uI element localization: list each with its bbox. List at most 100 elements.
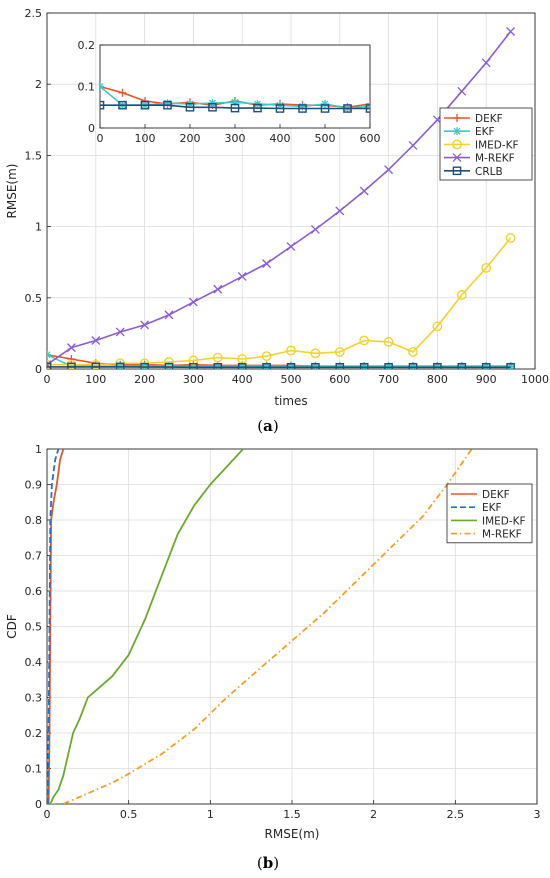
chart-a-inset-point-ekf	[163, 99, 172, 108]
chart-a-inset-tick-label-y: 0	[88, 122, 95, 135]
chart-a-point-crlb	[408, 362, 418, 369]
chart-a-legend-label: DEKF	[475, 113, 503, 125]
chart-a-point-imed-kf	[432, 321, 443, 332]
chart-a-point-imed-kf	[286, 345, 296, 356]
chart-a-point-m-rekf	[91, 336, 101, 345]
chart-a-y-axis-title: RMSE(m)	[5, 164, 19, 219]
chart-a-inset-point-dekf	[118, 88, 127, 97]
chart-a-point-crlb	[91, 362, 101, 369]
chart-a-legend-marker	[452, 139, 462, 150]
chart-a-point-crlb	[213, 362, 223, 369]
chart-b-line-dekf	[47, 449, 65, 804]
chart-b-tick-label-y: 0.2	[25, 727, 43, 740]
chart-a-inset: 0 100 200 300 400 500 600 0 0.1 0.2	[78, 39, 381, 145]
chart-a-point-imed-kf	[212, 352, 223, 363]
chart-a-point-m-rekf	[359, 186, 369, 196]
chart-a-point-crlb	[262, 362, 271, 369]
chart-a-tick-label-x: 1000	[521, 373, 549, 386]
chart-a-point-crlb	[164, 362, 174, 369]
chart-a-point-m-rekf	[408, 140, 418, 150]
chart-b-line-m-rekf	[50, 449, 473, 804]
chart-a-rmse-vs-times: 0 100 200 300 400 500 600 700 800 900 100000.511.5…	[5, 7, 549, 408]
chart-a-inset-series-crlb	[100, 100, 370, 113]
chart-a-point-crlb	[47, 362, 52, 369]
chart-a-point-ekf	[238, 362, 247, 369]
chart-a-point-imed-kf	[481, 262, 492, 273]
chart-b-line-ekf	[47, 449, 60, 804]
chart-a-point-crlb	[481, 362, 491, 369]
chart-a-point-m-rekf	[213, 284, 223, 294]
chart-a-point-m-rekf	[115, 327, 125, 337]
chart-a-point-imed-kf	[188, 355, 199, 366]
chart-a-point-m-rekf	[481, 58, 491, 68]
chart-b-x-axis-title: RMSE(m)	[265, 827, 320, 841]
chart-b-tick-label-y: 0.9	[25, 479, 43, 492]
chart-a-point-m-rekf	[506, 27, 516, 36]
chart-a-point-m-rekf	[262, 259, 272, 269]
chart-a-inset-point-crlb	[253, 103, 262, 113]
chart-a-tick-label-y: 1	[35, 221, 42, 234]
chart-a-inset-point-crlb	[275, 104, 285, 113]
chart-a-point-crlb	[311, 362, 320, 369]
chart-a-point-imed-kf	[383, 337, 394, 347]
chart-a-tick-label-y: 2.5	[25, 7, 43, 20]
chart-a-point-m-rekf	[286, 242, 296, 251]
chart-a-point-crlb	[115, 362, 125, 369]
chart-a-tick-label-y: 0	[35, 363, 42, 376]
chart-a-point-crlb	[457, 362, 467, 369]
chart-a-point-ekf	[384, 362, 393, 369]
chart-a-point-imed-kf	[359, 335, 370, 346]
chart-a-point-crlb	[237, 362, 247, 369]
chart-a-inset-tick-label-y: 0.2	[78, 39, 96, 52]
chart-a-point-m-rekf	[237, 271, 247, 281]
chart-a-tick-label-x: 500	[281, 373, 302, 386]
chart-b-tick-label-y: 0.6	[25, 585, 43, 598]
chart-a-point-crlb	[286, 362, 296, 369]
chart-a-point-dekf	[67, 355, 76, 364]
chart-a-tick-label-y: 2	[35, 78, 42, 91]
chart-a-point-ekf	[47, 350, 51, 359]
chart-a-inset-point-crlb	[140, 100, 150, 110]
panel-a-label: (a)	[257, 417, 278, 435]
chart-a-inset-tick-label-x: 0	[97, 132, 104, 145]
chart-a-point-imed-kf	[505, 233, 516, 243]
chart-a-tick-label-y: 1.5	[25, 149, 43, 162]
chart-a-inset-tick-label-x: 500	[315, 132, 336, 145]
chart-a-legend-label: M-REKF	[475, 153, 515, 165]
chart-a-legend-marker	[453, 114, 461, 122]
chart-a-legend-marker	[453, 127, 461, 136]
chart-a-point-crlb	[67, 362, 76, 369]
chart-b-cdf: 0 0.5 1 1.5 2 2.5 3 0 0.1 0.2 0.3 0.4 0.5 0.6 0.7 0.8 0.…	[5, 443, 541, 841]
chart-b-y-axis-title: CDF	[5, 614, 19, 639]
chart-a-tick-label-y: 0.5	[25, 292, 43, 305]
chart-b-tick-label-y: 0.8	[25, 514, 43, 527]
chart-a-inset-tick-label-x: 400	[270, 132, 291, 145]
chart-a-inset-point-crlb	[118, 100, 127, 110]
chart-a-series-m-rekf	[47, 27, 516, 369]
chart-a-series-crlb	[47, 362, 515, 369]
chart-a-point-crlb	[506, 362, 515, 369]
chart-a-x-axis-title: times	[274, 394, 307, 408]
chart-a-tick-label-x: 300	[183, 373, 204, 386]
chart-a-tick-label-x: 200	[134, 373, 155, 386]
chart-a-inset-point-ekf	[231, 98, 239, 107]
chart-a-inset-point-crlb	[298, 104, 307, 113]
chart-a-point-m-rekf	[335, 206, 345, 216]
chart-b-tick-label-x: 1	[207, 808, 214, 821]
chart-a-inset-point-crlb	[185, 102, 195, 112]
chart-a-point-m-rekf	[457, 86, 467, 96]
chart-a-inset-point-crlb	[230, 103, 240, 113]
chart-b-tick-label-y: 0.4	[25, 656, 43, 669]
chart-a-point-crlb	[189, 362, 198, 369]
chart-b-legend-label: M-REKF	[482, 529, 522, 541]
chart-a-point-imed-kf	[334, 347, 345, 357]
chart-a-legend-label: IMED-KF	[475, 139, 519, 151]
chart-a-inset-point-crlb	[208, 102, 217, 112]
chart-a-point-crlb	[359, 362, 369, 369]
chart-a-point-ekf	[287, 362, 295, 369]
chart-b-tick-label-y: 0.1	[25, 763, 43, 776]
chart-a-inset-point-crlb	[343, 104, 352, 113]
chart-a-inset-point-ekf	[298, 102, 307, 111]
